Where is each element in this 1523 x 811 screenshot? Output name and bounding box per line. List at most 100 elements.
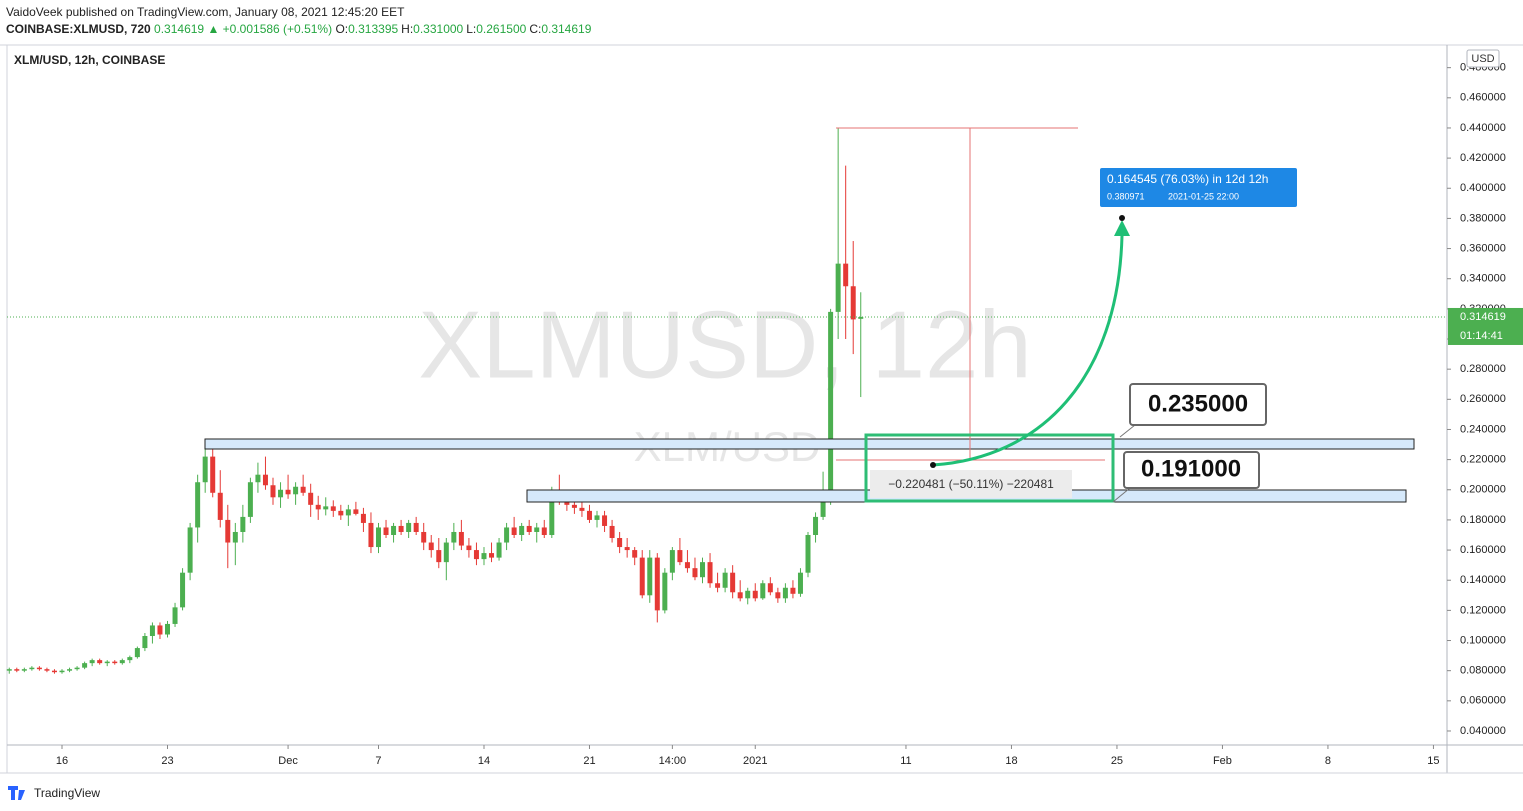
candle-body bbox=[255, 474, 261, 483]
footer: TradingView bbox=[8, 786, 100, 800]
candle-body bbox=[684, 562, 690, 569]
y-tick-label: 0.440000 bbox=[1460, 122, 1506, 134]
candle-body bbox=[21, 669, 27, 671]
candle-body bbox=[737, 592, 743, 599]
ohlc-label: L: bbox=[466, 22, 477, 36]
candle-body bbox=[240, 516, 246, 532]
candle-body bbox=[345, 509, 351, 516]
arrow-head bbox=[1114, 220, 1130, 236]
x-tick-label: 16 bbox=[56, 755, 68, 767]
logo bbox=[8, 786, 25, 800]
candle-body bbox=[134, 648, 140, 658]
dot bbox=[1119, 215, 1125, 221]
candle-body bbox=[549, 492, 555, 535]
candle-body bbox=[51, 670, 57, 673]
candle-body bbox=[210, 456, 216, 493]
drawings: −0.220481 (−50.11%) −220481 0.164545 (76… bbox=[204, 127, 1415, 503]
candle-body bbox=[752, 590, 758, 599]
candle-body bbox=[323, 506, 329, 510]
x-tick-label: 23 bbox=[161, 755, 173, 767]
candle-body bbox=[338, 510, 344, 516]
publisher-line: VaidoVeek published on TradingView.com, … bbox=[6, 5, 405, 19]
y-tick-label: 0.140000 bbox=[1460, 574, 1506, 586]
candle-body bbox=[790, 587, 796, 594]
candle-body bbox=[602, 515, 608, 526]
candle-body bbox=[504, 527, 510, 543]
candle-body bbox=[511, 527, 517, 535]
candle-body bbox=[805, 534, 811, 573]
candle-body bbox=[270, 485, 276, 498]
candle-body bbox=[308, 492, 314, 505]
candle-body bbox=[775, 592, 781, 599]
candle-body bbox=[391, 525, 397, 535]
quote-line: COINBASE:XLMUSD, 720 0.314619 ▲ +0.00158… bbox=[6, 21, 594, 38]
candle-body bbox=[67, 669, 73, 671]
candle-body bbox=[89, 660, 95, 664]
ohlc-value: 0.314619 bbox=[541, 22, 592, 36]
candle-body bbox=[165, 623, 171, 635]
y-tick-label: 0.100000 bbox=[1460, 634, 1506, 646]
candle-body bbox=[586, 510, 592, 520]
candle-body bbox=[300, 486, 306, 493]
candle-body bbox=[730, 572, 736, 593]
chart-title: XLM/USD, 12h, COINBASE bbox=[14, 53, 165, 67]
ohlc-label: H: bbox=[401, 22, 414, 36]
x-tick-label: 25 bbox=[1111, 755, 1123, 767]
symbol: COINBASE:XLMUSD, 720 bbox=[6, 22, 151, 36]
callout-pointer bbox=[1119, 424, 1136, 438]
x-tick-label: 8 bbox=[1325, 755, 1331, 767]
candle-body bbox=[707, 562, 713, 584]
candle-body bbox=[519, 525, 525, 535]
candle-body bbox=[692, 568, 698, 578]
ohlc-value: 0.261500 bbox=[476, 22, 527, 36]
y-tick-label: 0.040000 bbox=[1460, 725, 1506, 737]
callout bbox=[1123, 451, 1260, 489]
candle-body bbox=[473, 550, 479, 560]
candle-body bbox=[745, 590, 751, 599]
candle-body bbox=[820, 497, 826, 517]
candle-body bbox=[617, 538, 623, 548]
y-tick-label: 0.360000 bbox=[1460, 242, 1506, 254]
header: VaidoVeek published on TradingView.com, … bbox=[6, 4, 594, 38]
currency[interactable]: USD bbox=[1471, 53, 1494, 65]
measure-box bbox=[870, 470, 1072, 498]
candle-body bbox=[526, 525, 532, 532]
y-tick-label: 0.060000 bbox=[1460, 695, 1506, 707]
callout-pointer bbox=[1112, 487, 1131, 503]
y-tick-label: 0.380000 bbox=[1460, 212, 1506, 224]
candle-body bbox=[360, 513, 366, 523]
candle-body bbox=[315, 504, 321, 510]
candle-body bbox=[782, 587, 788, 599]
candle-body bbox=[496, 542, 502, 558]
candle-body bbox=[232, 531, 238, 543]
callout-label: 0.235000 bbox=[1148, 390, 1248, 417]
candle-body bbox=[571, 504, 577, 508]
currency-button[interactable] bbox=[1466, 49, 1500, 68]
candle-body bbox=[850, 286, 856, 320]
candle-body bbox=[813, 516, 819, 535]
candle-body bbox=[157, 625, 163, 635]
candle-body bbox=[142, 636, 148, 649]
candle-body bbox=[797, 572, 803, 594]
y-tick-label: 0.280000 bbox=[1460, 363, 1506, 375]
last-price-label: 0.314619 bbox=[1460, 311, 1506, 323]
ohlc-label: O: bbox=[335, 22, 349, 36]
candle-body bbox=[835, 263, 841, 312]
candle-body bbox=[466, 545, 472, 551]
candle-body bbox=[368, 522, 374, 548]
candle-body bbox=[639, 557, 645, 596]
last-price-box bbox=[1448, 307, 1523, 345]
candle-body bbox=[398, 525, 404, 532]
projection-time: 2021-01-25 22:00 bbox=[1168, 191, 1239, 201]
candle-body bbox=[428, 542, 434, 551]
y-tick-label: 0.400000 bbox=[1460, 182, 1506, 194]
candle-body bbox=[760, 583, 766, 599]
candle-body bbox=[285, 489, 291, 495]
candle-body bbox=[187, 527, 193, 573]
candle-body bbox=[180, 572, 186, 608]
candle-body bbox=[654, 557, 660, 611]
candle-body bbox=[715, 583, 721, 588]
candle-body bbox=[843, 263, 849, 287]
candle-body bbox=[858, 316, 864, 319]
